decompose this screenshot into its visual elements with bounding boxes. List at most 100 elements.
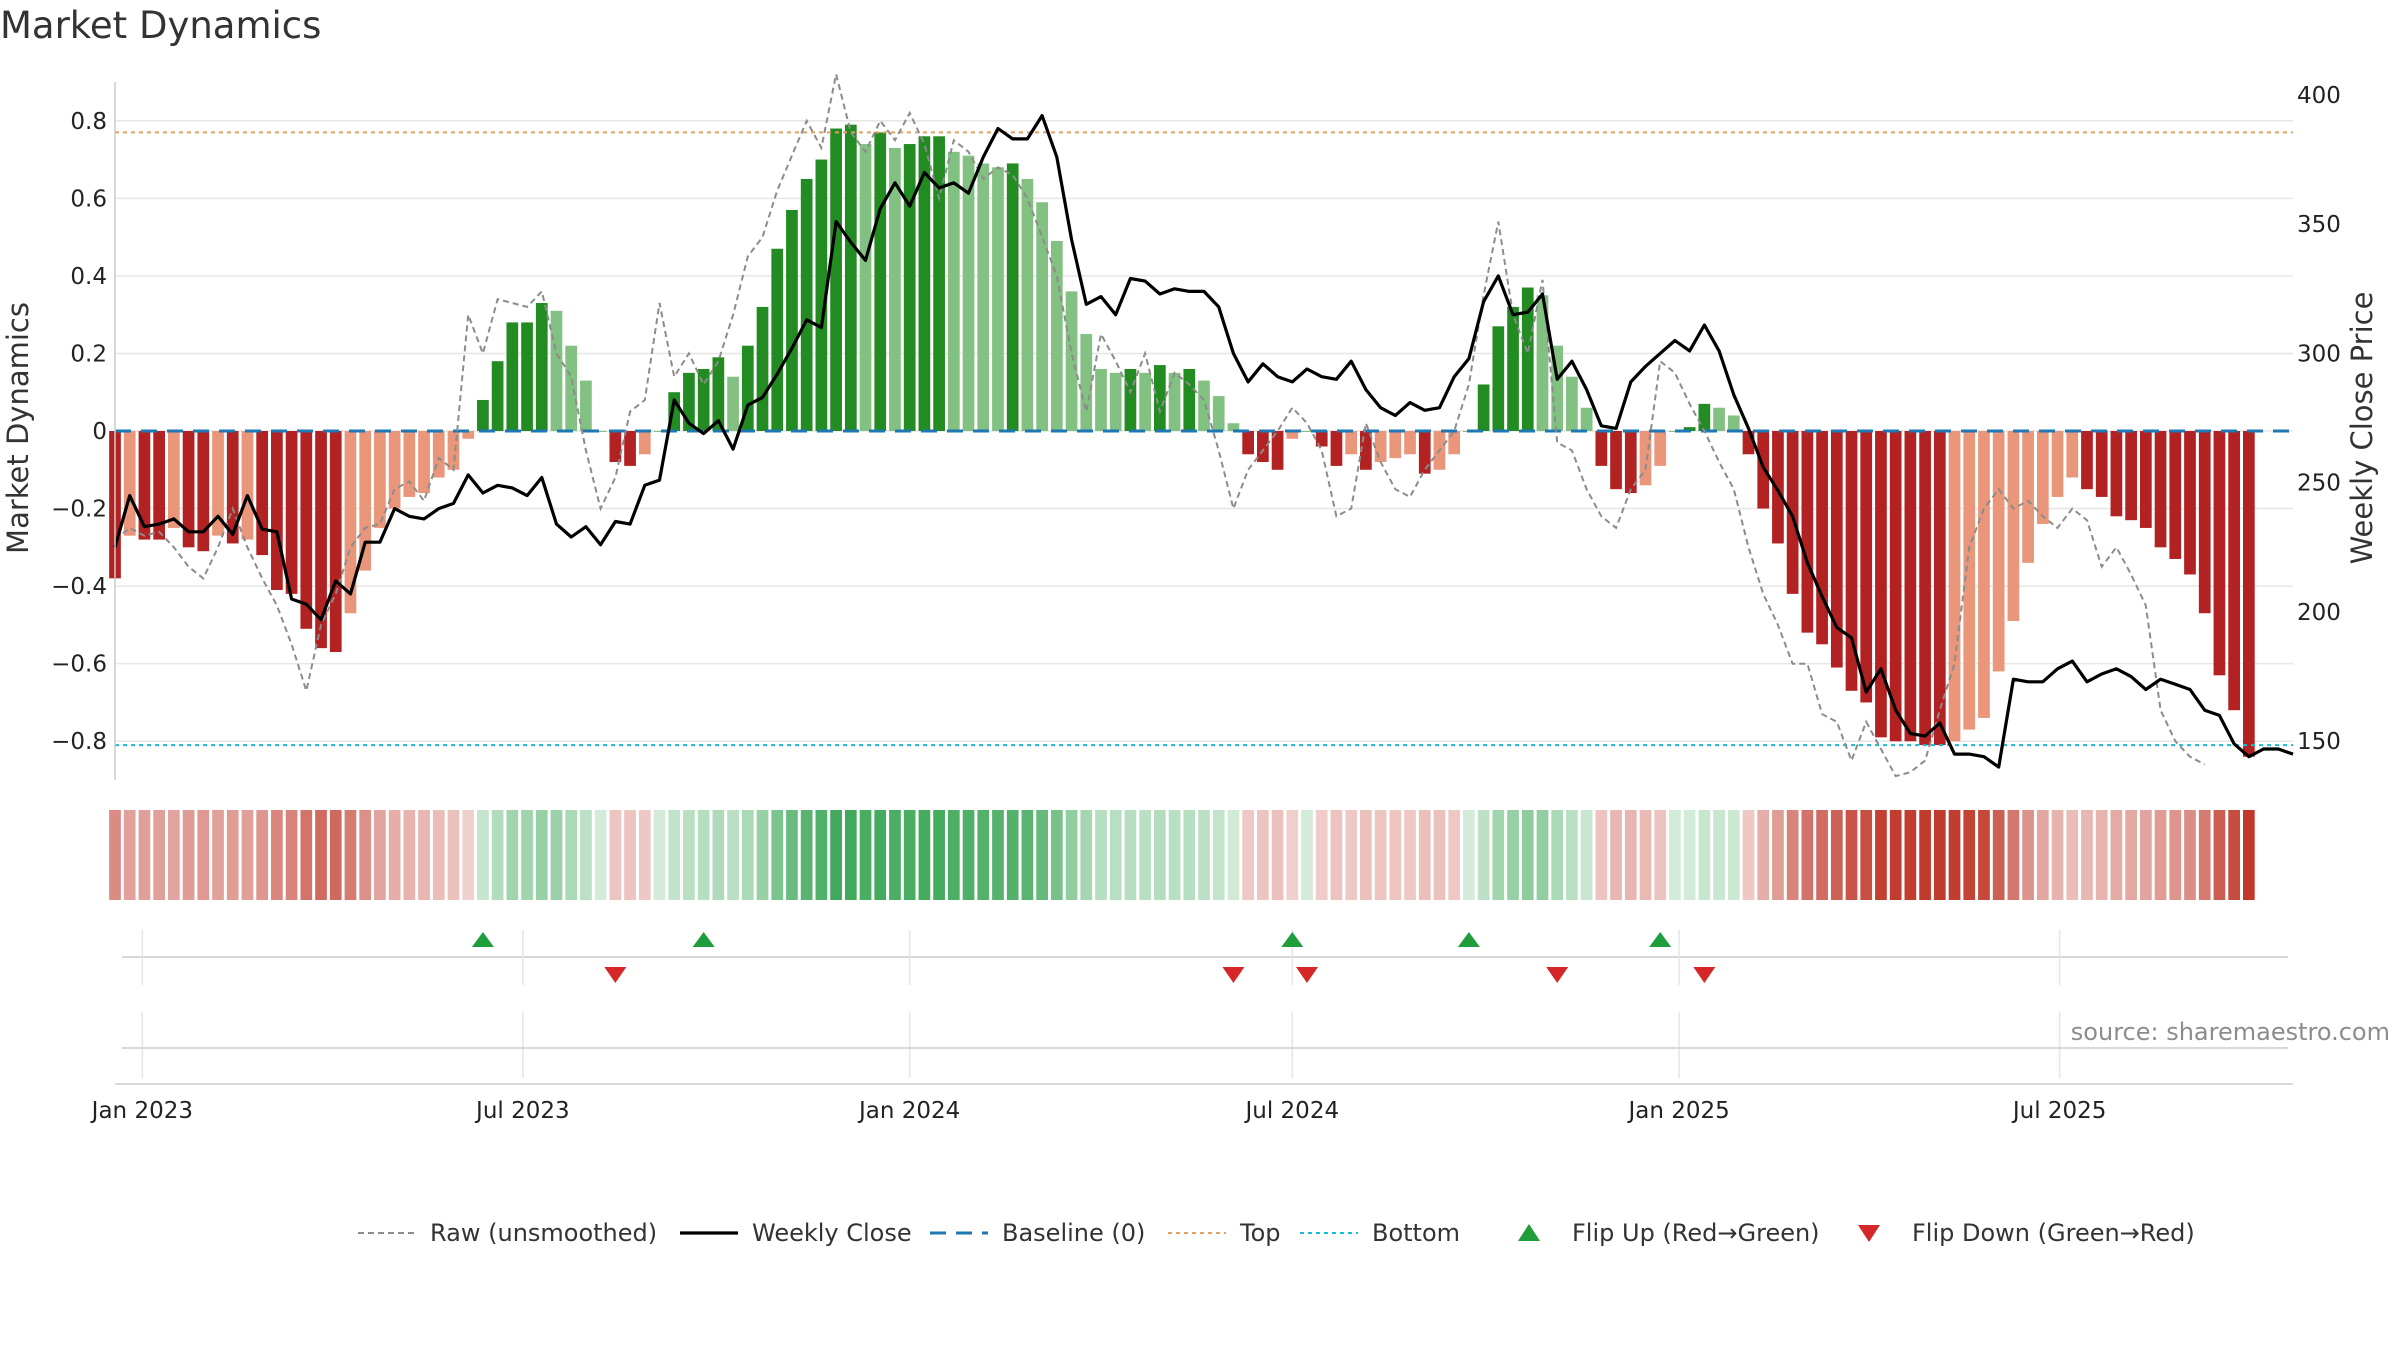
legend-item-flip_down: Flip Down (Green→Red) — [1858, 1219, 2195, 1247]
y-tick-label: 0.4 — [70, 264, 107, 290]
regime-strip-cell — [1448, 810, 1461, 900]
dynamics-bar — [1948, 431, 1961, 742]
dynamics-bar — [1904, 431, 1917, 742]
dynamics-bar — [683, 372, 695, 431]
dynamics-bar — [1521, 287, 1534, 431]
dynamics-bar — [1713, 407, 1725, 431]
dynamics-bar — [123, 431, 136, 536]
dynamics-bar — [2110, 431, 2123, 517]
regime-strip-cell — [1330, 810, 1343, 900]
regime-strip-cell — [2007, 810, 2020, 900]
regime-strip-cell — [977, 810, 990, 900]
dynamics-bar — [1875, 431, 1887, 738]
regime-strip-cell — [1845, 810, 1858, 900]
dynamics-bar — [1639, 431, 1652, 486]
flip-up-marker — [471, 932, 494, 947]
legend-item-top: Top — [1168, 1219, 1281, 1247]
flip-down-marker — [604, 967, 627, 983]
regime-strip-cell — [741, 810, 754, 900]
dynamics-bar — [388, 431, 401, 509]
regime-strip-cell — [462, 810, 475, 900]
regime-strip-cell — [903, 810, 916, 900]
regime-strip-cell — [182, 810, 195, 900]
dynamics-bar — [1080, 334, 1093, 431]
y2-tick-label: 350 — [2297, 212, 2341, 238]
y-tick-label: −0.2 — [51, 497, 107, 523]
regime-strip-cell — [2228, 810, 2240, 900]
dynamics-bar — [741, 345, 754, 431]
dynamics-bar — [197, 431, 210, 552]
regime-strip-cell — [1153, 810, 1166, 900]
legend-item-baseline: Baseline (0) — [930, 1219, 1145, 1247]
dynamics-bar — [903, 144, 916, 432]
dynamics-bar — [1198, 380, 1210, 431]
legend-label: Top — [1239, 1219, 1281, 1247]
regime-strip-cell — [1139, 810, 1151, 900]
dynamics-bar — [1153, 365, 1166, 431]
dynamics-bar — [1536, 295, 1549, 431]
regime-strip-cell — [580, 810, 592, 900]
regime-strip-cell — [638, 810, 651, 900]
regime-strip-cell — [874, 810, 887, 900]
regime-strip-cell — [1374, 810, 1387, 900]
weekly-close-line — [113, 113, 2294, 769]
dynamics-bar — [1124, 368, 1137, 431]
raw-series-line — [114, 73, 2206, 778]
regime-strip-cell — [653, 810, 666, 900]
dynamics-bar — [271, 431, 283, 590]
regime-strip-cell — [1036, 810, 1048, 900]
dynamics-bar — [241, 431, 254, 540]
y-tick-label: 0.8 — [70, 109, 107, 135]
dynamics-bar — [1654, 431, 1667, 466]
dynamics-bar — [2095, 431, 2108, 497]
y-tick-label: 0 — [92, 419, 107, 445]
regime-strip-cell — [800, 810, 813, 900]
dynamics-bar — [2169, 431, 2182, 559]
legend-label: Flip Down (Green→Red) — [1912, 1219, 2195, 1247]
dynamics-bar — [2066, 431, 2079, 478]
dynamics-bar — [565, 345, 578, 431]
regime-strip-cell — [1816, 810, 1828, 900]
dynamics-bar — [1507, 306, 1519, 431]
y-axis-label: Market Dynamics — [1, 302, 35, 554]
dynamics-bar — [138, 431, 151, 540]
regime-strip-cell — [2184, 810, 2196, 900]
dynamics-bar — [580, 380, 592, 431]
regime-strip-cell — [1242, 810, 1255, 900]
regime-strip-cell — [432, 810, 445, 900]
dynamics-bar — [374, 431, 386, 528]
regime-strip-cell — [1595, 810, 1608, 900]
regime-strip-cell — [1095, 810, 1107, 900]
y-tick-label: 0.6 — [70, 186, 107, 212]
dynamics-bar — [1551, 345, 1564, 431]
regime-strip-cell — [2154, 810, 2167, 900]
flip-down-marker — [1546, 967, 1569, 983]
dynamics-bar — [815, 159, 828, 432]
regime-strip-cell — [1021, 810, 1034, 900]
regime-strip-cell — [138, 810, 151, 900]
regime-strip-cell — [1683, 810, 1696, 900]
y2-tick-label: 200 — [2297, 600, 2341, 626]
dynamics-bar — [1095, 368, 1107, 431]
y-tick-label: −0.8 — [51, 729, 107, 755]
dynamics-bar — [447, 431, 460, 470]
dynamics-bar — [1963, 431, 1976, 730]
dynamics-bar — [462, 431, 475, 439]
legend-label: Baseline (0) — [1002, 1219, 1145, 1247]
dynamics-bar — [1271, 431, 1284, 470]
regime-strip-cell — [271, 810, 283, 900]
flip-down-marker — [1296, 967, 1319, 983]
regime-strip-cell — [1124, 810, 1137, 900]
dynamics-bar — [1595, 431, 1608, 466]
regime-strip-cell — [1492, 810, 1505, 900]
regime-strip-cell — [315, 810, 327, 900]
dynamics-bar — [1286, 431, 1299, 439]
dynamics-bar — [1389, 431, 1402, 459]
dynamics-bar — [491, 361, 504, 431]
dynamics-bar — [933, 136, 945, 432]
dynamics-bar — [1845, 431, 1858, 691]
y-tick-label: 0.2 — [70, 341, 107, 367]
dynamics-bar — [712, 357, 725, 431]
regime-strip-cell — [1198, 810, 1210, 900]
dynamics-bar — [535, 303, 548, 431]
